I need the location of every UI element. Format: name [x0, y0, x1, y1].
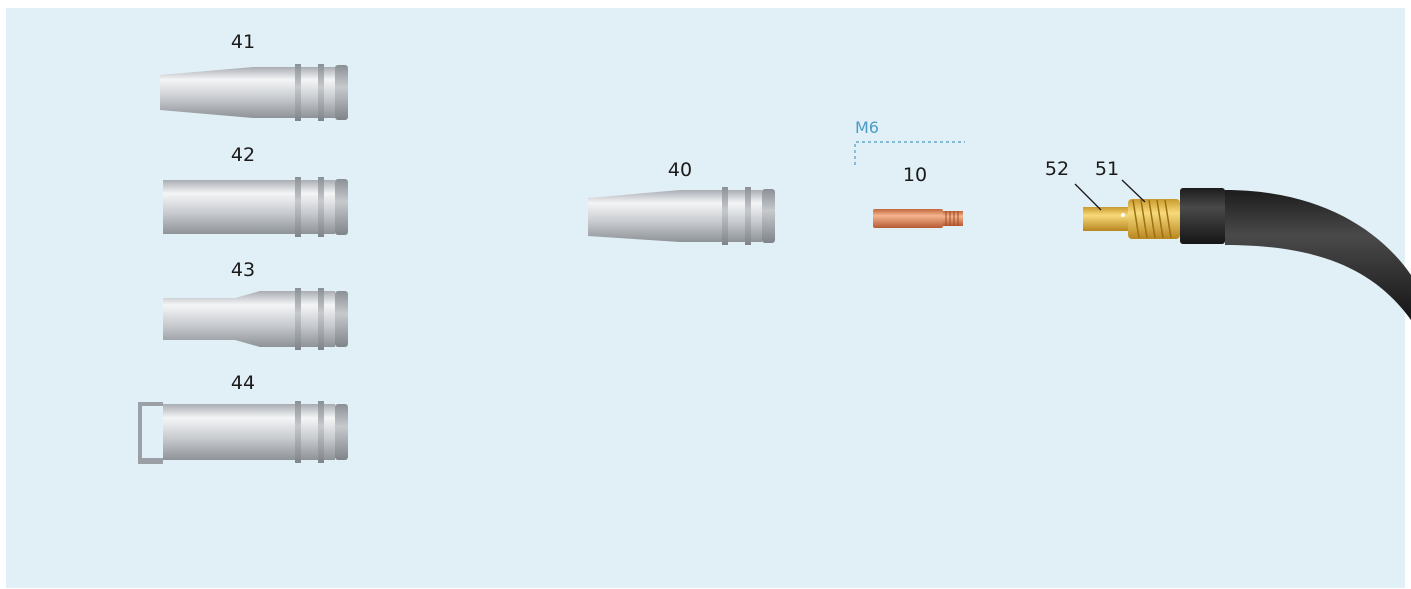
part-label: 10: [903, 164, 927, 186]
nozzle-40: [588, 187, 775, 245]
part-label: 40: [668, 159, 692, 181]
part-label: 42: [231, 144, 255, 166]
nozzle-42: [163, 177, 348, 237]
thread-label: M6: [855, 118, 879, 137]
part-label: 44: [231, 372, 255, 394]
page: 41 42 43 44 40 10 52 51 M6 (() => { cons…: [0, 0, 1411, 589]
part-label: 41: [231, 31, 255, 53]
part-label: 51: [1095, 158, 1119, 180]
contact-tip: [873, 209, 963, 228]
part-label: 43: [231, 259, 255, 281]
diagram: 41 42 43 44 40 10 52 51 M6: [0, 0, 1411, 589]
part-label: 52: [1045, 158, 1069, 180]
nozzle-44: [138, 401, 348, 464]
